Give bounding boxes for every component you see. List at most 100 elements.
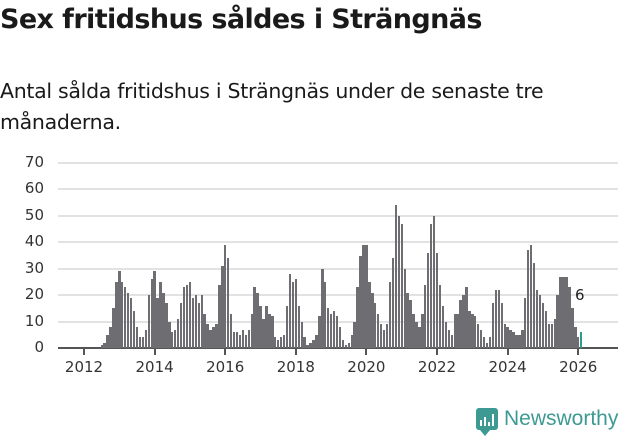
bar xyxy=(212,326,215,348)
x-tick-label: 2018 xyxy=(276,358,315,376)
gridline xyxy=(58,294,618,297)
bar xyxy=(374,303,377,348)
bar xyxy=(456,313,459,348)
bar xyxy=(165,303,168,348)
bar xyxy=(465,287,468,348)
bar xyxy=(371,292,374,348)
bar xyxy=(427,252,430,348)
bar xyxy=(279,337,283,348)
bar xyxy=(553,318,556,348)
bar xyxy=(382,329,386,348)
x-tick xyxy=(294,348,297,355)
bar xyxy=(121,281,124,348)
bar xyxy=(415,321,418,348)
bar xyxy=(103,342,106,348)
bar xyxy=(235,332,239,348)
bar xyxy=(506,326,509,348)
bar xyxy=(147,295,150,348)
bar xyxy=(362,244,365,348)
bar-chart: 0 10 20 30 40 50 60 70 2012 2014 2016 2018 2020 2022… xyxy=(0,150,631,390)
bar xyxy=(329,313,333,348)
y-tick-label: 0 xyxy=(34,338,44,356)
bar xyxy=(565,276,568,348)
bar xyxy=(253,287,256,348)
bar xyxy=(521,329,524,348)
bar xyxy=(124,287,127,348)
bar xyxy=(150,279,153,348)
bar xyxy=(468,311,471,348)
gridline xyxy=(58,214,618,217)
bar xyxy=(459,300,462,348)
bar xyxy=(247,329,250,348)
x-tick xyxy=(153,348,156,355)
bar xyxy=(394,205,398,348)
bar xyxy=(232,332,236,348)
bar xyxy=(135,326,139,348)
bar xyxy=(324,281,327,348)
chart-title: Sex fritidshus såldes i Strängnäs xyxy=(0,4,482,35)
y-tick-label: 50 xyxy=(24,205,44,224)
gridline xyxy=(58,241,618,244)
bar xyxy=(182,287,186,348)
bar xyxy=(332,311,336,348)
bar xyxy=(271,316,274,348)
bar xyxy=(353,321,356,348)
bar xyxy=(274,337,277,348)
bar xyxy=(206,324,209,348)
bar xyxy=(494,289,498,348)
bar xyxy=(318,316,321,348)
x-tick-label: 2026 xyxy=(559,358,598,376)
bar xyxy=(168,321,171,348)
bar xyxy=(144,329,148,348)
bar xyxy=(529,244,533,348)
bar xyxy=(524,297,527,348)
x-tick-label: 2014 xyxy=(135,358,174,376)
bar xyxy=(224,244,227,348)
bar xyxy=(429,223,433,348)
bar xyxy=(176,318,180,348)
gridline xyxy=(58,188,618,191)
bar xyxy=(171,332,174,348)
bar xyxy=(129,297,133,348)
bar xyxy=(256,292,259,348)
chart-subtitle: Antal sålda fritidshus i Strängnäs under… xyxy=(0,79,544,134)
bar xyxy=(203,313,206,348)
bar xyxy=(229,313,233,348)
bar xyxy=(544,311,548,348)
bar xyxy=(438,284,442,348)
last-value-label: 6 xyxy=(575,286,585,305)
bar xyxy=(571,308,574,348)
bar xyxy=(356,287,359,348)
bar xyxy=(532,263,536,348)
bar xyxy=(341,340,345,348)
y-tick-label: 10 xyxy=(24,311,44,330)
bar xyxy=(421,313,424,348)
bar xyxy=(159,281,162,348)
bar xyxy=(185,284,189,348)
bar xyxy=(294,279,298,348)
bar xyxy=(109,326,112,348)
bar xyxy=(300,321,303,348)
y-tick-label: 70 xyxy=(24,153,44,171)
bar xyxy=(285,305,289,348)
bar xyxy=(368,281,371,348)
bar xyxy=(347,342,350,348)
x-tick xyxy=(577,348,580,355)
bar xyxy=(418,326,421,348)
bar xyxy=(238,334,242,348)
bar xyxy=(265,305,268,348)
bar xyxy=(115,281,118,348)
bar xyxy=(365,244,368,348)
bar xyxy=(244,334,248,348)
bar xyxy=(162,292,165,348)
bar xyxy=(535,289,539,348)
bar xyxy=(485,342,489,348)
x-axis-line xyxy=(58,347,618,349)
bar xyxy=(327,308,330,348)
bar xyxy=(385,324,389,348)
bar xyxy=(138,337,142,348)
bar-series xyxy=(0,150,631,348)
bar xyxy=(503,324,506,348)
bar xyxy=(194,295,198,348)
bar xyxy=(126,292,130,348)
